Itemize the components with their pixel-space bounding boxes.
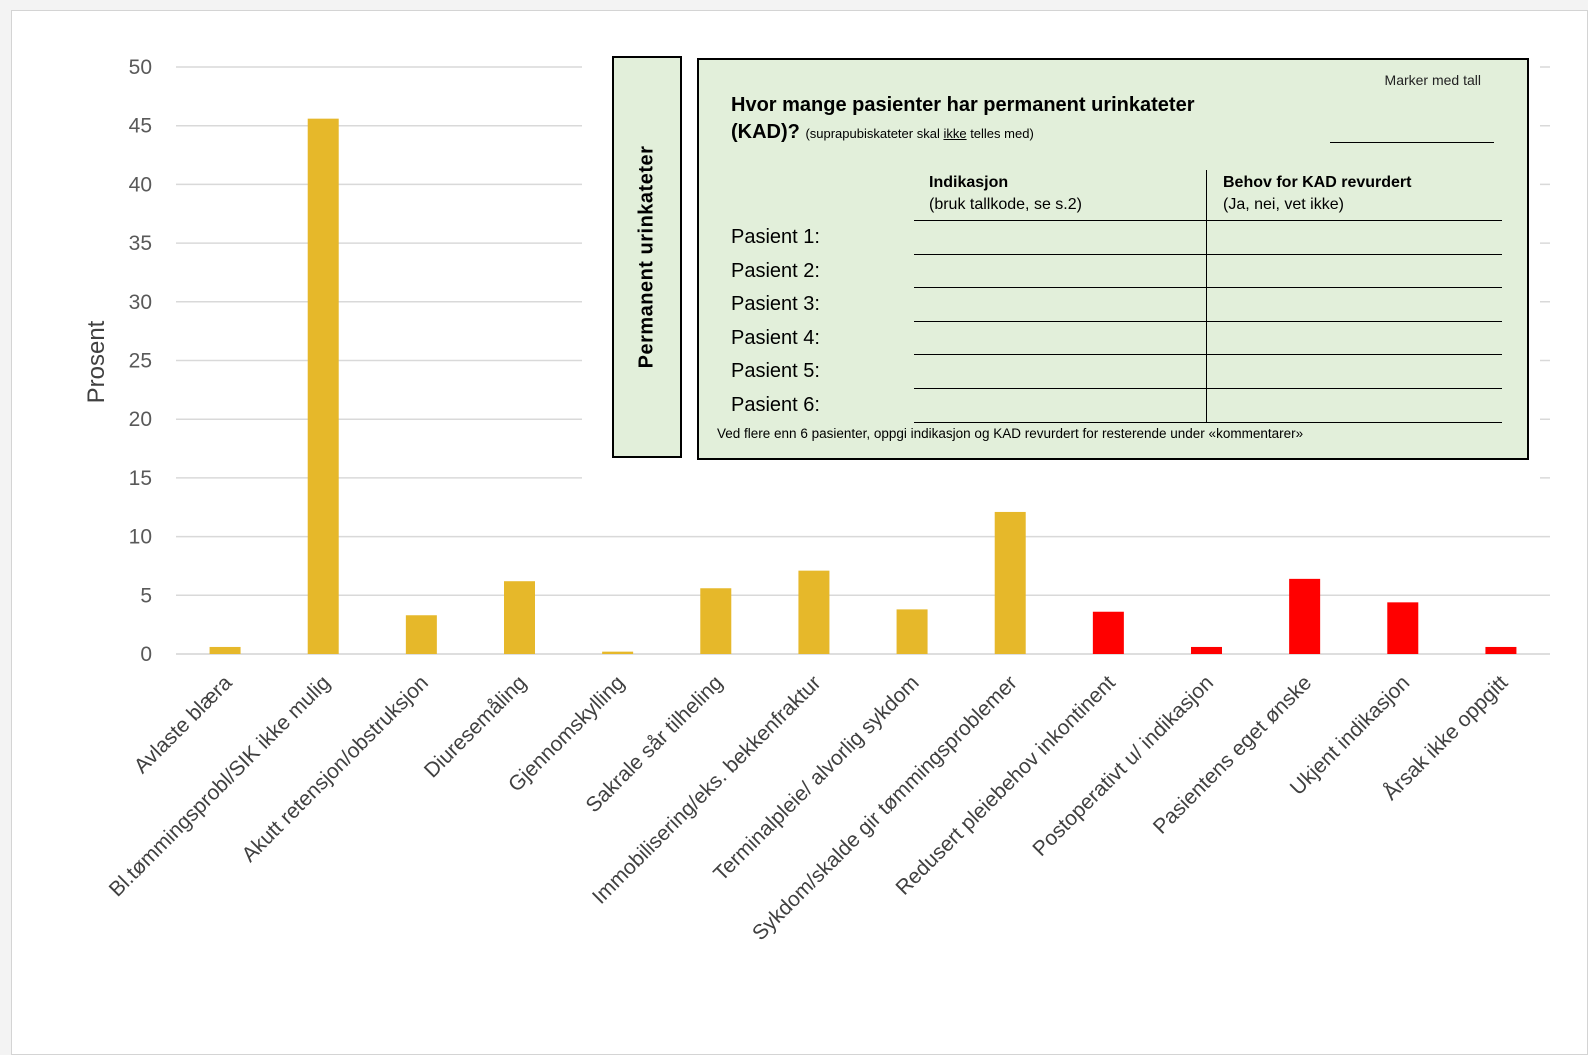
x-tick-label: Terminalpleie/ alvorlig sykdom [709, 671, 923, 885]
y-tick-label: 15 [129, 467, 152, 490]
form-footnote: Ved flere enn 6 pasienter, oppgi indikas… [717, 426, 1304, 441]
patient-label: Pasient 1: [731, 226, 820, 248]
bar [700, 588, 732, 654]
form-side-panel: Permanent urinkateter [612, 56, 682, 458]
bar [1092, 611, 1124, 654]
col-indikasjon-header: Indikasjon (bruk tallkode, se s.2) [929, 174, 1082, 213]
marker-label: Marker med tall [1384, 72, 1481, 88]
y-tick-label: 50 [129, 56, 152, 79]
y-tick-label: 45 [129, 115, 152, 138]
x-tick-label: Redusert pleiebehov inkontinent [891, 671, 1120, 900]
patient-answer-line [914, 253, 1502, 255]
form-main-panel: Marker med tall Hvor mange pasienter har… [697, 58, 1529, 460]
x-tick-label: Akutt retensjon/obstruksjon [238, 671, 433, 866]
form-question: Hvor mange pasienter har permanent urink… [731, 92, 1194, 147]
bar [896, 609, 928, 654]
y-tick-label: 20 [129, 408, 152, 431]
x-tick-label: Postoperativt u/ indikasjon [1028, 671, 1218, 861]
x-tick-label: Pasientens eget ønske [1149, 671, 1316, 838]
y-tick-label: 35 [129, 232, 152, 255]
patient-label: Pasient 6: [731, 394, 820, 416]
x-tick-label: Avlaste blæra [130, 671, 237, 778]
bar [1485, 646, 1517, 654]
patient-label: Pasient 3: [731, 293, 820, 316]
bar [504, 581, 535, 654]
y-tick-label: 0 [140, 643, 152, 666]
col-kad-header: Behov for KAD revurdert (Ja, nei, vet ikk… [1223, 174, 1412, 213]
y-tick-label: 30 [129, 291, 152, 314]
bar [602, 651, 634, 654]
patient-answer-line [914, 287, 1502, 289]
form-inset: Permanent urinkateter Marker med tall Hv… [582, 48, 1540, 480]
patient-answer-line [914, 320, 1502, 322]
patient-label: Pasient 2: [731, 259, 820, 282]
bar [994, 511, 1026, 654]
bar [1289, 578, 1321, 654]
patient-label: Pasient 4: [731, 326, 820, 349]
y-tick-label: 40 [129, 173, 152, 196]
bar [1387, 602, 1419, 654]
question-note: (suprapubiskateter skal ikke telles med) [805, 126, 1034, 141]
patient-answer-line [914, 354, 1502, 356]
patient-answer-line [914, 388, 1502, 389]
patient-answer-line [914, 421, 1502, 423]
form-side-title: Permanent urinkateter [635, 145, 658, 369]
table-header-line [914, 220, 1502, 221]
question-text: Hvor mange pasienter har permanent urink… [731, 94, 1195, 116]
question-kad: (KAD)? [731, 121, 800, 143]
y-tick-label: 5 [140, 584, 152, 607]
column-divider [1206, 170, 1207, 422]
bars [209, 118, 1517, 654]
patient-label: Pasient 5: [731, 360, 820, 383]
bar [405, 615, 437, 654]
y-tick-label: 25 [129, 350, 152, 373]
bar [798, 570, 830, 654]
x-tick-label: Diuresemåling [420, 671, 531, 782]
answer-line [1330, 142, 1494, 143]
y-axis-label: Prosent [83, 320, 110, 403]
bar [307, 118, 339, 654]
bar [1191, 646, 1222, 654]
bar [209, 646, 241, 654]
y-axis-ticks: 0 5 10 15 20 25 30 35 40 45 50 [129, 56, 152, 666]
y-tick-label: 10 [129, 526, 152, 549]
